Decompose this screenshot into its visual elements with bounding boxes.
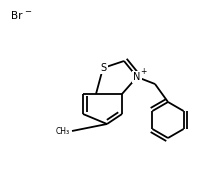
Text: N: N xyxy=(133,72,141,82)
Text: Br: Br xyxy=(11,11,23,21)
Text: +: + xyxy=(140,67,146,76)
Text: −: − xyxy=(24,7,31,16)
Text: CH₃: CH₃ xyxy=(56,127,70,136)
Text: S: S xyxy=(100,63,106,73)
